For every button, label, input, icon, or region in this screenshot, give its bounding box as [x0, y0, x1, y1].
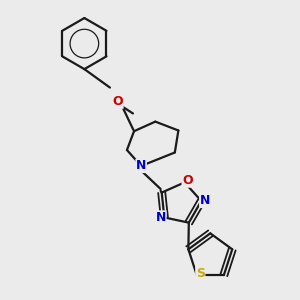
- Text: N: N: [156, 211, 166, 224]
- Text: O: O: [182, 174, 193, 187]
- Text: N: N: [136, 160, 146, 172]
- Text: N: N: [200, 194, 210, 208]
- Text: S: S: [196, 267, 205, 280]
- Text: O: O: [112, 95, 123, 108]
